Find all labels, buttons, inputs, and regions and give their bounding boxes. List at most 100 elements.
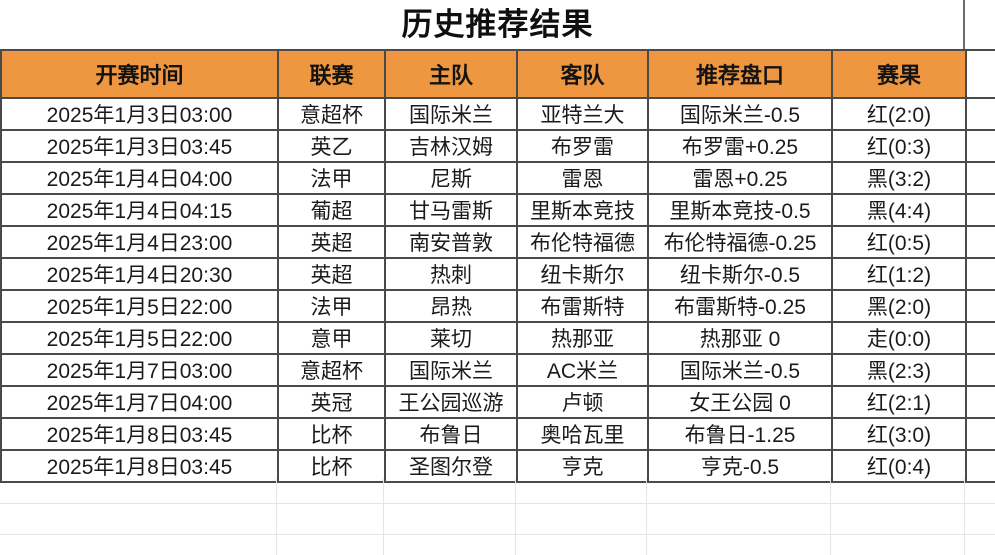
column-header-away-team: 客队 bbox=[516, 49, 649, 99]
cell-time: 2025年1月8日03:45 bbox=[0, 417, 279, 451]
empty-grid-line bbox=[0, 503, 995, 504]
cell-result: 黑(3:2) bbox=[831, 161, 967, 195]
empty-cell bbox=[965, 193, 995, 227]
empty-cell bbox=[965, 257, 995, 291]
grid-line-vertical bbox=[963, 0, 965, 50]
cell-home-team: 国际米兰 bbox=[384, 97, 518, 131]
empty-grid-line bbox=[964, 479, 965, 555]
results-table: 开赛时间 联赛 主队 客队 推荐盘口 赛果 2025年1月3日03:00 意超杯… bbox=[0, 49, 995, 483]
cell-result: 红(0:3) bbox=[831, 129, 967, 163]
cell-home-team: 吉林汉姆 bbox=[384, 129, 518, 163]
table-row: 2025年1月5日22:00 意甲 莱切 热那亚 热那亚 0 走(0:0) bbox=[0, 321, 995, 355]
empty-cell bbox=[965, 417, 995, 451]
table-row: 2025年1月4日04:15 葡超 甘马雷斯 里斯本竞技 里斯本竞技-0.5 黑… bbox=[0, 193, 995, 227]
cell-league: 英乙 bbox=[277, 129, 386, 163]
empty-grid-line bbox=[0, 534, 995, 535]
cell-result: 红(2:1) bbox=[831, 385, 967, 419]
cell-handicap: 布雷斯特-0.25 bbox=[647, 289, 833, 323]
cell-away-team: 布雷斯特 bbox=[516, 289, 649, 323]
cell-handicap: 布伦特福德-0.25 bbox=[647, 225, 833, 259]
empty-cell bbox=[965, 225, 995, 259]
cell-time: 2025年1月7日04:00 bbox=[0, 385, 279, 419]
empty-grid-line bbox=[383, 479, 384, 555]
cell-result: 走(0:0) bbox=[831, 321, 967, 355]
cell-home-team: 王公园巡游 bbox=[384, 385, 518, 419]
cell-time: 2025年1月5日22:00 bbox=[0, 321, 279, 355]
header-row: 开赛时间 联赛 主队 客队 推荐盘口 赛果 bbox=[0, 49, 995, 99]
empty-grid-line bbox=[646, 479, 647, 555]
cell-handicap: 纽卡斯尔-0.5 bbox=[647, 257, 833, 291]
cell-handicap: 里斯本竞技-0.5 bbox=[647, 193, 833, 227]
column-header-time: 开赛时间 bbox=[0, 49, 279, 99]
cell-league: 英超 bbox=[277, 257, 386, 291]
empty-cell bbox=[965, 449, 995, 483]
cell-result: 红(2:0) bbox=[831, 97, 967, 131]
empty-cell bbox=[965, 161, 995, 195]
cell-away-team: 热那亚 bbox=[516, 321, 649, 355]
cell-handicap: 布鲁日-1.25 bbox=[647, 417, 833, 451]
cell-league: 比杯 bbox=[277, 417, 386, 451]
table-row: 2025年1月5日22:00 法甲 昂热 布雷斯特 布雷斯特-0.25 黑(2:… bbox=[0, 289, 995, 323]
table-row: 2025年1月7日03:00 意超杯 国际米兰 AC米兰 国际米兰-0.5 黑(… bbox=[0, 353, 995, 387]
cell-handicap: 布罗雷+0.25 bbox=[647, 129, 833, 163]
empty-cell bbox=[965, 289, 995, 323]
cell-home-team: 尼斯 bbox=[384, 161, 518, 195]
cell-away-team: 纽卡斯尔 bbox=[516, 257, 649, 291]
cell-away-team: 里斯本竞技 bbox=[516, 193, 649, 227]
cell-time: 2025年1月3日03:00 bbox=[0, 97, 279, 131]
cell-away-team: 亚特兰大 bbox=[516, 97, 649, 131]
cell-away-team: 亨克 bbox=[516, 449, 649, 483]
table-row: 2025年1月4日20:30 英超 热刺 纽卡斯尔 纽卡斯尔-0.5 红(1:2… bbox=[0, 257, 995, 291]
cell-league: 法甲 bbox=[277, 289, 386, 323]
cell-league: 葡超 bbox=[277, 193, 386, 227]
cell-away-team: AC米兰 bbox=[516, 353, 649, 387]
column-header-handicap: 推荐盘口 bbox=[647, 49, 833, 99]
cell-home-team: 国际米兰 bbox=[384, 353, 518, 387]
table-row: 2025年1月3日03:00 意超杯 国际米兰 亚特兰大 国际米兰-0.5 红(… bbox=[0, 97, 995, 131]
cell-handicap: 国际米兰-0.5 bbox=[647, 97, 833, 131]
table-row: 2025年1月3日03:45 英乙 吉林汉姆 布罗雷 布罗雷+0.25 红(0:… bbox=[0, 129, 995, 163]
empty-grid-line bbox=[515, 479, 516, 555]
cell-time: 2025年1月8日03:45 bbox=[0, 449, 279, 483]
cell-league: 意甲 bbox=[277, 321, 386, 355]
cell-league: 比杯 bbox=[277, 449, 386, 483]
empty-cell bbox=[965, 129, 995, 163]
cell-away-team: 奥哈瓦里 bbox=[516, 417, 649, 451]
cell-time: 2025年1月7日03:00 bbox=[0, 353, 279, 387]
cell-away-team: 布罗雷 bbox=[516, 129, 649, 163]
column-header-league: 联赛 bbox=[277, 49, 386, 99]
column-header-home-team: 主队 bbox=[384, 49, 518, 99]
empty-grid-line bbox=[276, 479, 277, 555]
table-row: 2025年1月7日04:00 英冠 王公园巡游 卢顿 女王公园 0 红(2:1) bbox=[0, 385, 995, 419]
cell-league: 意超杯 bbox=[277, 353, 386, 387]
cell-home-team: 圣图尔登 bbox=[384, 449, 518, 483]
cell-result: 红(1:2) bbox=[831, 257, 967, 291]
cell-handicap: 雷恩+0.25 bbox=[647, 161, 833, 195]
cell-result: 红(0:4) bbox=[831, 449, 967, 483]
cell-home-team: 昂热 bbox=[384, 289, 518, 323]
cell-result: 红(3:0) bbox=[831, 417, 967, 451]
table-row: 2025年1月4日04:00 法甲 尼斯 雷恩 雷恩+0.25 黑(3:2) bbox=[0, 161, 995, 195]
cell-home-team: 布鲁日 bbox=[384, 417, 518, 451]
empty-cell bbox=[965, 321, 995, 355]
table-row: 2025年1月8日03:45 比杯 圣图尔登 亨克 亨克-0.5 红(0:4) bbox=[0, 449, 995, 483]
empty-grid-line bbox=[830, 479, 831, 555]
cell-handicap: 热那亚 0 bbox=[647, 321, 833, 355]
page-title: 历史推荐结果 bbox=[401, 7, 594, 42]
cell-league: 法甲 bbox=[277, 161, 386, 195]
cell-time: 2025年1月4日20:30 bbox=[0, 257, 279, 291]
cell-time: 2025年1月5日22:00 bbox=[0, 289, 279, 323]
cell-time: 2025年1月4日23:00 bbox=[0, 225, 279, 259]
cell-handicap: 女王公园 0 bbox=[647, 385, 833, 419]
empty-cell bbox=[965, 353, 995, 387]
cell-time: 2025年1月4日04:15 bbox=[0, 193, 279, 227]
column-header-result: 赛果 bbox=[831, 49, 967, 99]
cell-result: 黑(2:0) bbox=[831, 289, 967, 323]
cell-away-team: 卢顿 bbox=[516, 385, 649, 419]
cell-result: 红(0:5) bbox=[831, 225, 967, 259]
cell-league: 意超杯 bbox=[277, 97, 386, 131]
cell-home-team: 南安普敦 bbox=[384, 225, 518, 259]
empty-cell bbox=[965, 385, 995, 419]
cell-league: 英超 bbox=[277, 225, 386, 259]
cell-home-team: 莱切 bbox=[384, 321, 518, 355]
